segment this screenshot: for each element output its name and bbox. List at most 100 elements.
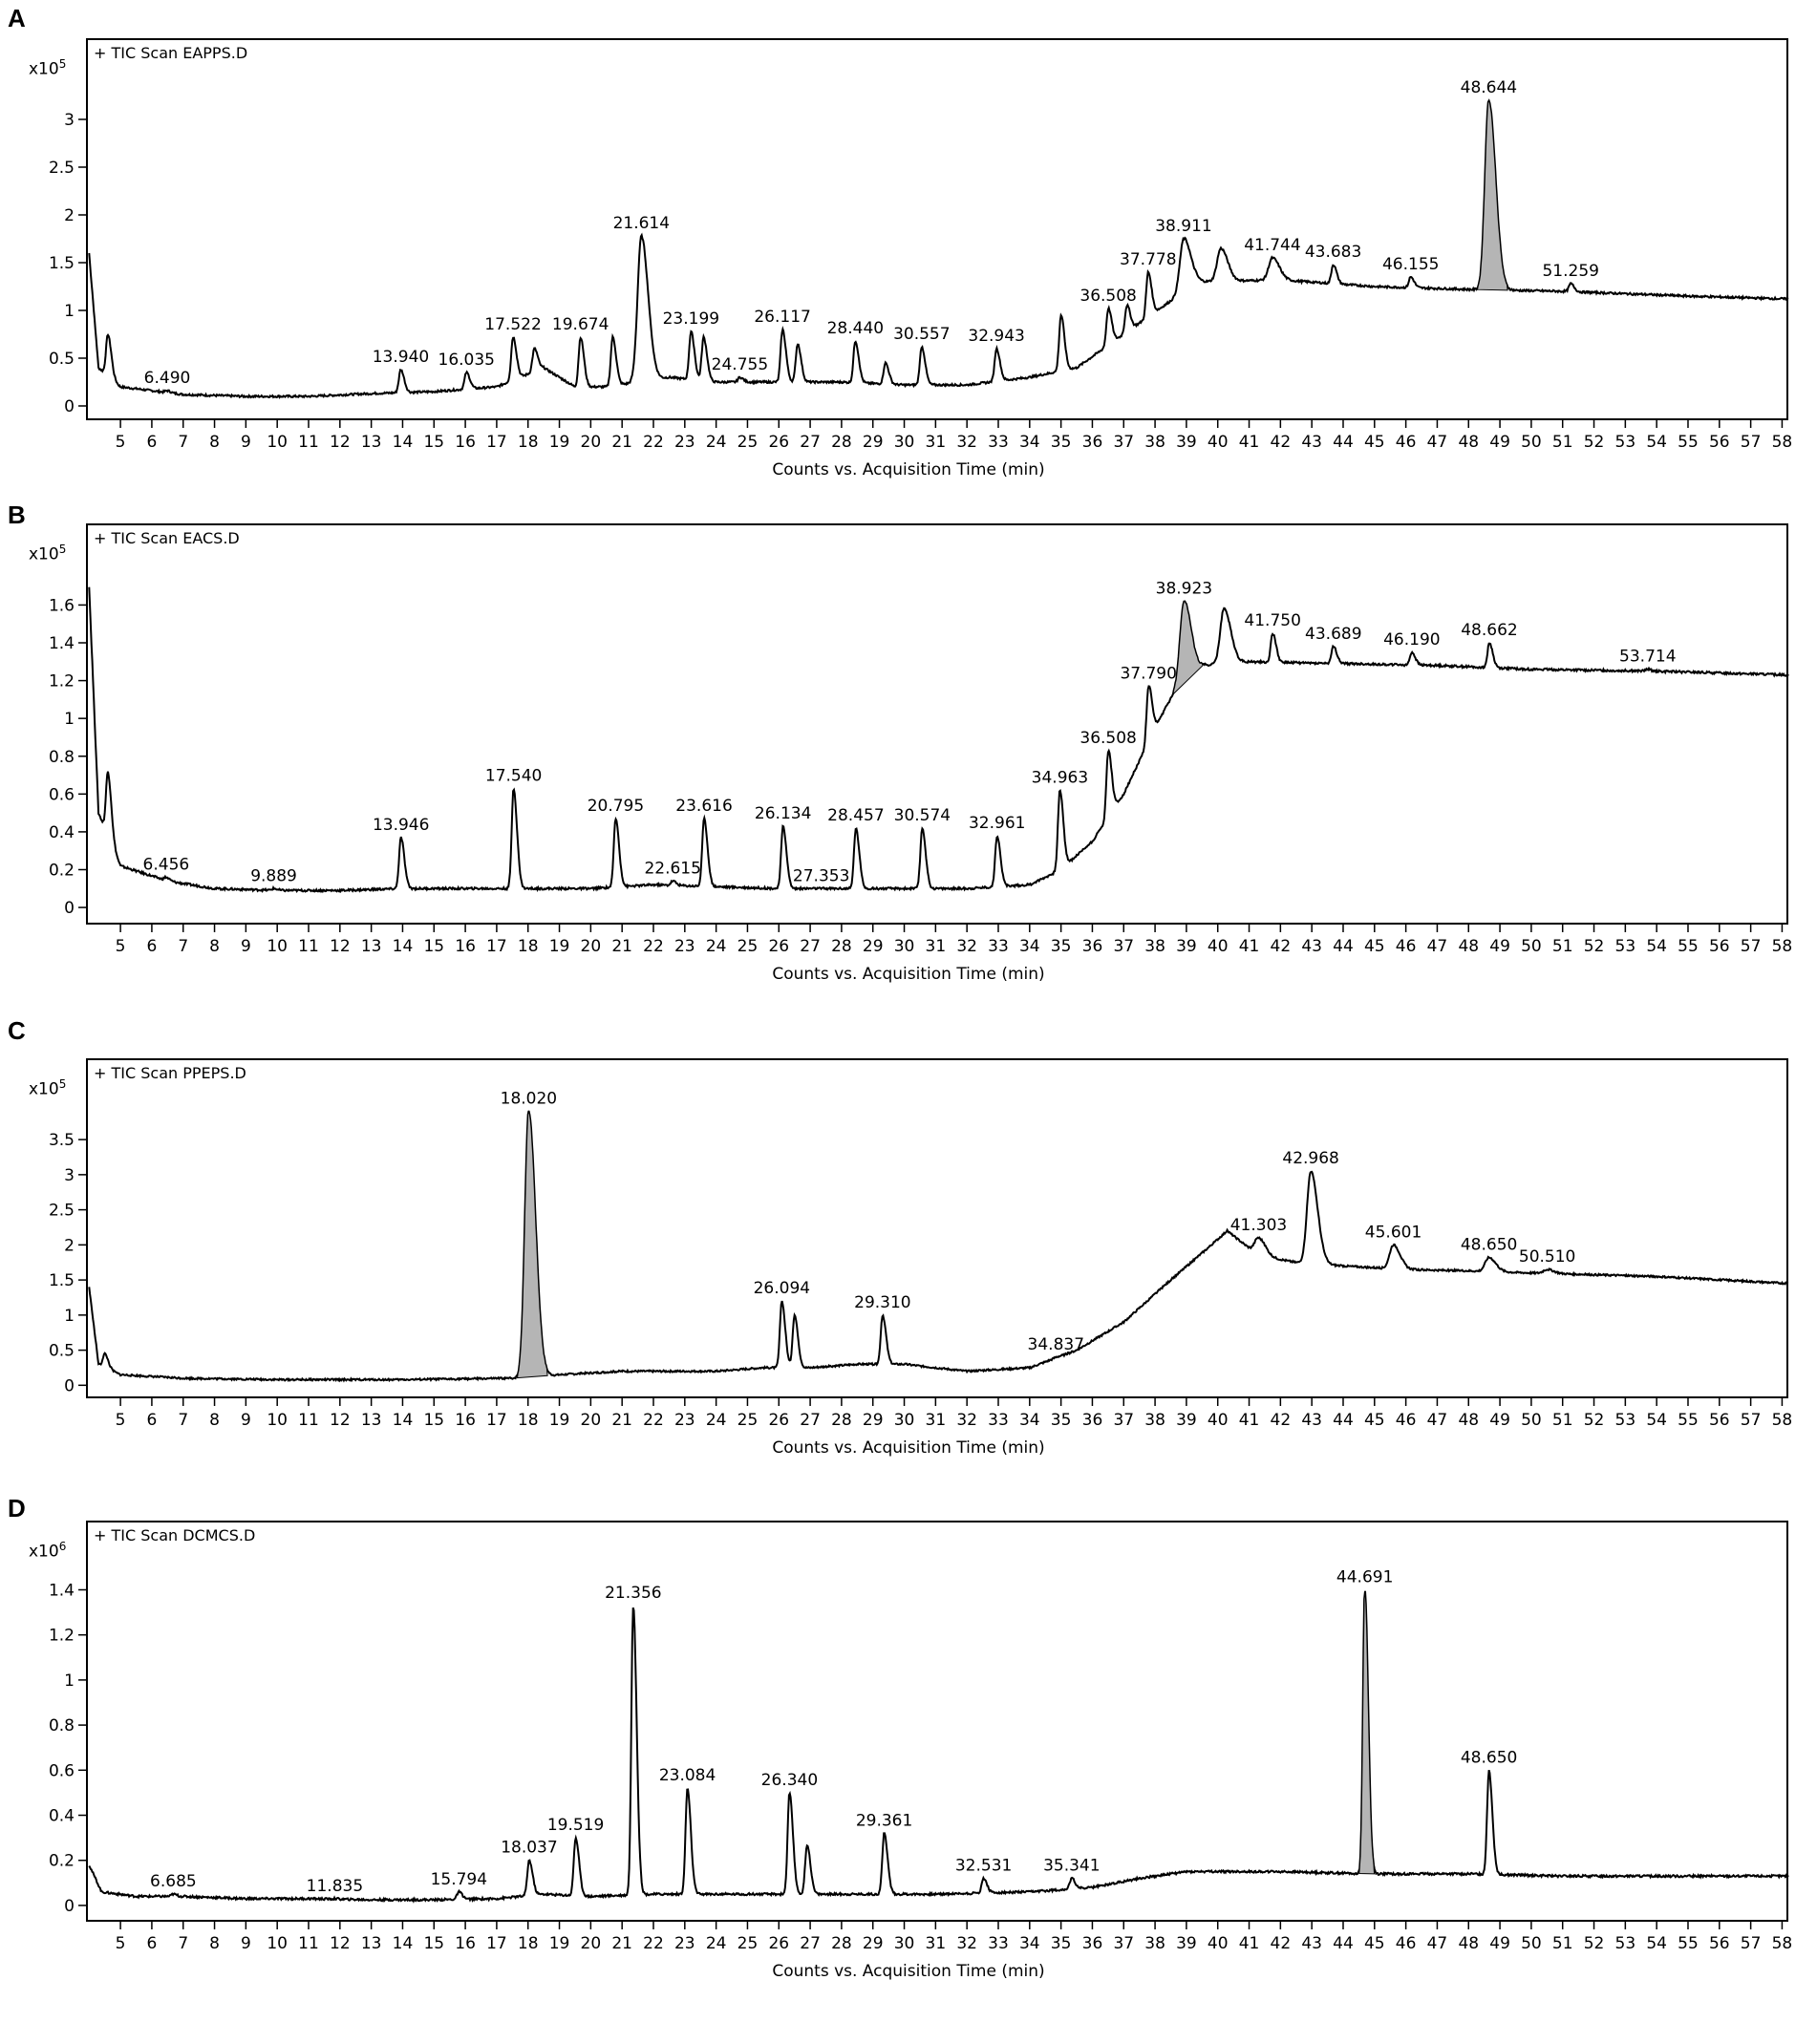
- x-tick-label: 17: [486, 937, 507, 956]
- peak-label: 36.508: [1080, 287, 1136, 306]
- y-tick-label: 0: [64, 1897, 75, 1916]
- x-tick-label: 23: [674, 1934, 695, 1953]
- peak-label: 13.940: [373, 348, 429, 367]
- x-axis-title: Counts vs. Acquisition Time (min): [772, 460, 1045, 479]
- x-tick-label: 58: [1772, 433, 1793, 452]
- x-tick-label: 39: [1176, 1411, 1197, 1430]
- peak-label: 38.911: [1155, 217, 1211, 236]
- x-tick-label: 51: [1552, 433, 1573, 452]
- x-tick-label: 54: [1646, 1411, 1667, 1430]
- x-tick-label: 41: [1239, 433, 1260, 452]
- peak-label: 48.644: [1461, 78, 1517, 97]
- x-axis-title: Counts vs. Acquisition Time (min): [772, 965, 1045, 984]
- x-tick-label: 38: [1144, 1934, 1165, 1953]
- x-tick-label: 10: [267, 937, 288, 956]
- x-tick-label: 24: [706, 937, 727, 956]
- x-tick-label: 38: [1144, 433, 1165, 452]
- x-tick-label: 47: [1427, 433, 1448, 452]
- y-tick-label: 1: [64, 710, 75, 729]
- x-tick-label: 51: [1552, 1411, 1573, 1430]
- x-tick-label: 53: [1615, 1934, 1636, 1953]
- peak-label: 23.084: [659, 1766, 716, 1785]
- peak-label: 44.691: [1336, 1567, 1393, 1586]
- x-tick-label: 31: [926, 1934, 947, 1953]
- x-tick-label: 16: [455, 1934, 476, 1953]
- x-tick-label: 58: [1772, 1411, 1793, 1430]
- y-tick-label: 1.5: [49, 254, 75, 273]
- x-tick-label: 38: [1144, 1411, 1165, 1430]
- y-tick-label: 1.4: [49, 634, 75, 653]
- x-tick-label: 23: [674, 1411, 695, 1430]
- y-scale-multiplier: x106: [29, 1540, 66, 1562]
- x-tick-label: 29: [863, 937, 884, 956]
- peak-label: 6.685: [150, 1872, 197, 1891]
- x-tick-label: 43: [1301, 1934, 1322, 1953]
- peak-label: 30.557: [893, 325, 950, 344]
- y-tick-label: 2: [64, 1236, 75, 1255]
- x-tick-label: 56: [1709, 1411, 1730, 1430]
- peak-label: 32.531: [955, 1857, 1012, 1876]
- x-tick-label: 31: [926, 433, 947, 452]
- x-tick-label: 9: [241, 433, 251, 452]
- x-tick-label: 57: [1741, 937, 1762, 956]
- x-tick-label: 39: [1176, 433, 1197, 452]
- x-tick-label: 37: [1113, 1934, 1134, 1953]
- x-tick-label: 56: [1709, 433, 1730, 452]
- peak-label: 51.259: [1542, 262, 1598, 281]
- peak-label: 42.968: [1282, 1149, 1338, 1168]
- x-tick-label: 36: [1082, 433, 1103, 452]
- x-tick-label: 18: [518, 433, 539, 452]
- x-tick-label: 11: [298, 1411, 319, 1430]
- peak-label: 43.683: [1305, 243, 1361, 262]
- x-tick-label: 28: [831, 433, 852, 452]
- x-tick-label: 45: [1364, 433, 1385, 452]
- x-tick-label: 35: [1051, 937, 1072, 956]
- peak-label: 22.615: [644, 859, 700, 878]
- x-tick-label: 50: [1521, 937, 1542, 956]
- x-tick-label: 12: [330, 433, 351, 452]
- peak-label: 41.303: [1230, 1216, 1287, 1235]
- x-tick-label: 26: [768, 937, 789, 956]
- x-tick-label: 27: [800, 1934, 821, 1953]
- y-tick-label: 3: [64, 111, 75, 130]
- integrated-peak-area: [1358, 1590, 1376, 1875]
- y-scale-base: x10: [29, 544, 59, 564]
- x-tick-label: 41: [1239, 937, 1260, 956]
- y-tick-label: 2.5: [49, 159, 75, 178]
- peak-label: 46.155: [1382, 255, 1439, 274]
- x-tick-label: 12: [330, 1411, 351, 1430]
- x-tick-label: 53: [1615, 1411, 1636, 1430]
- plot-area: + TIC Scan EAPPS.D: [86, 38, 1788, 420]
- x-tick-label: 56: [1709, 1934, 1730, 1953]
- x-tick-label: 23: [674, 433, 695, 452]
- peak-label: 15.794: [431, 1870, 487, 1889]
- integrated-peak-area: [1172, 601, 1204, 695]
- y-tick-label: 0: [64, 397, 75, 416]
- x-tick-label: 18: [518, 1934, 539, 1953]
- x-tick-label: 28: [831, 1934, 852, 1953]
- y-tick-label: 1: [64, 1307, 75, 1326]
- y-tick-label: 0.4: [49, 823, 75, 842]
- y-tick-label: 1: [64, 302, 75, 321]
- x-tick-label: 7: [178, 937, 188, 956]
- x-tick-label: 10: [267, 433, 288, 452]
- panel-letter: B: [8, 500, 26, 529]
- y-tick-label: 0.5: [49, 350, 75, 369]
- x-tick-label: 45: [1364, 1934, 1385, 1953]
- x-tick-label: 27: [800, 433, 821, 452]
- x-tick-label: 25: [737, 1934, 759, 1953]
- y-scale-exponent: 5: [58, 543, 67, 556]
- x-tick-label: 22: [643, 937, 664, 956]
- x-tick-label: 52: [1584, 1411, 1605, 1430]
- x-tick-label: 8: [209, 937, 220, 956]
- peak-label: 16.035: [438, 351, 495, 370]
- y-scale-base: x10: [29, 59, 59, 79]
- x-tick-label: 8: [209, 433, 220, 452]
- x-tick-label: 29: [863, 433, 884, 452]
- peak-label: 6.456: [143, 855, 190, 874]
- peak-label: 43.689: [1305, 625, 1361, 644]
- x-tick-label: 39: [1176, 937, 1197, 956]
- x-tick-label: 55: [1678, 1411, 1699, 1430]
